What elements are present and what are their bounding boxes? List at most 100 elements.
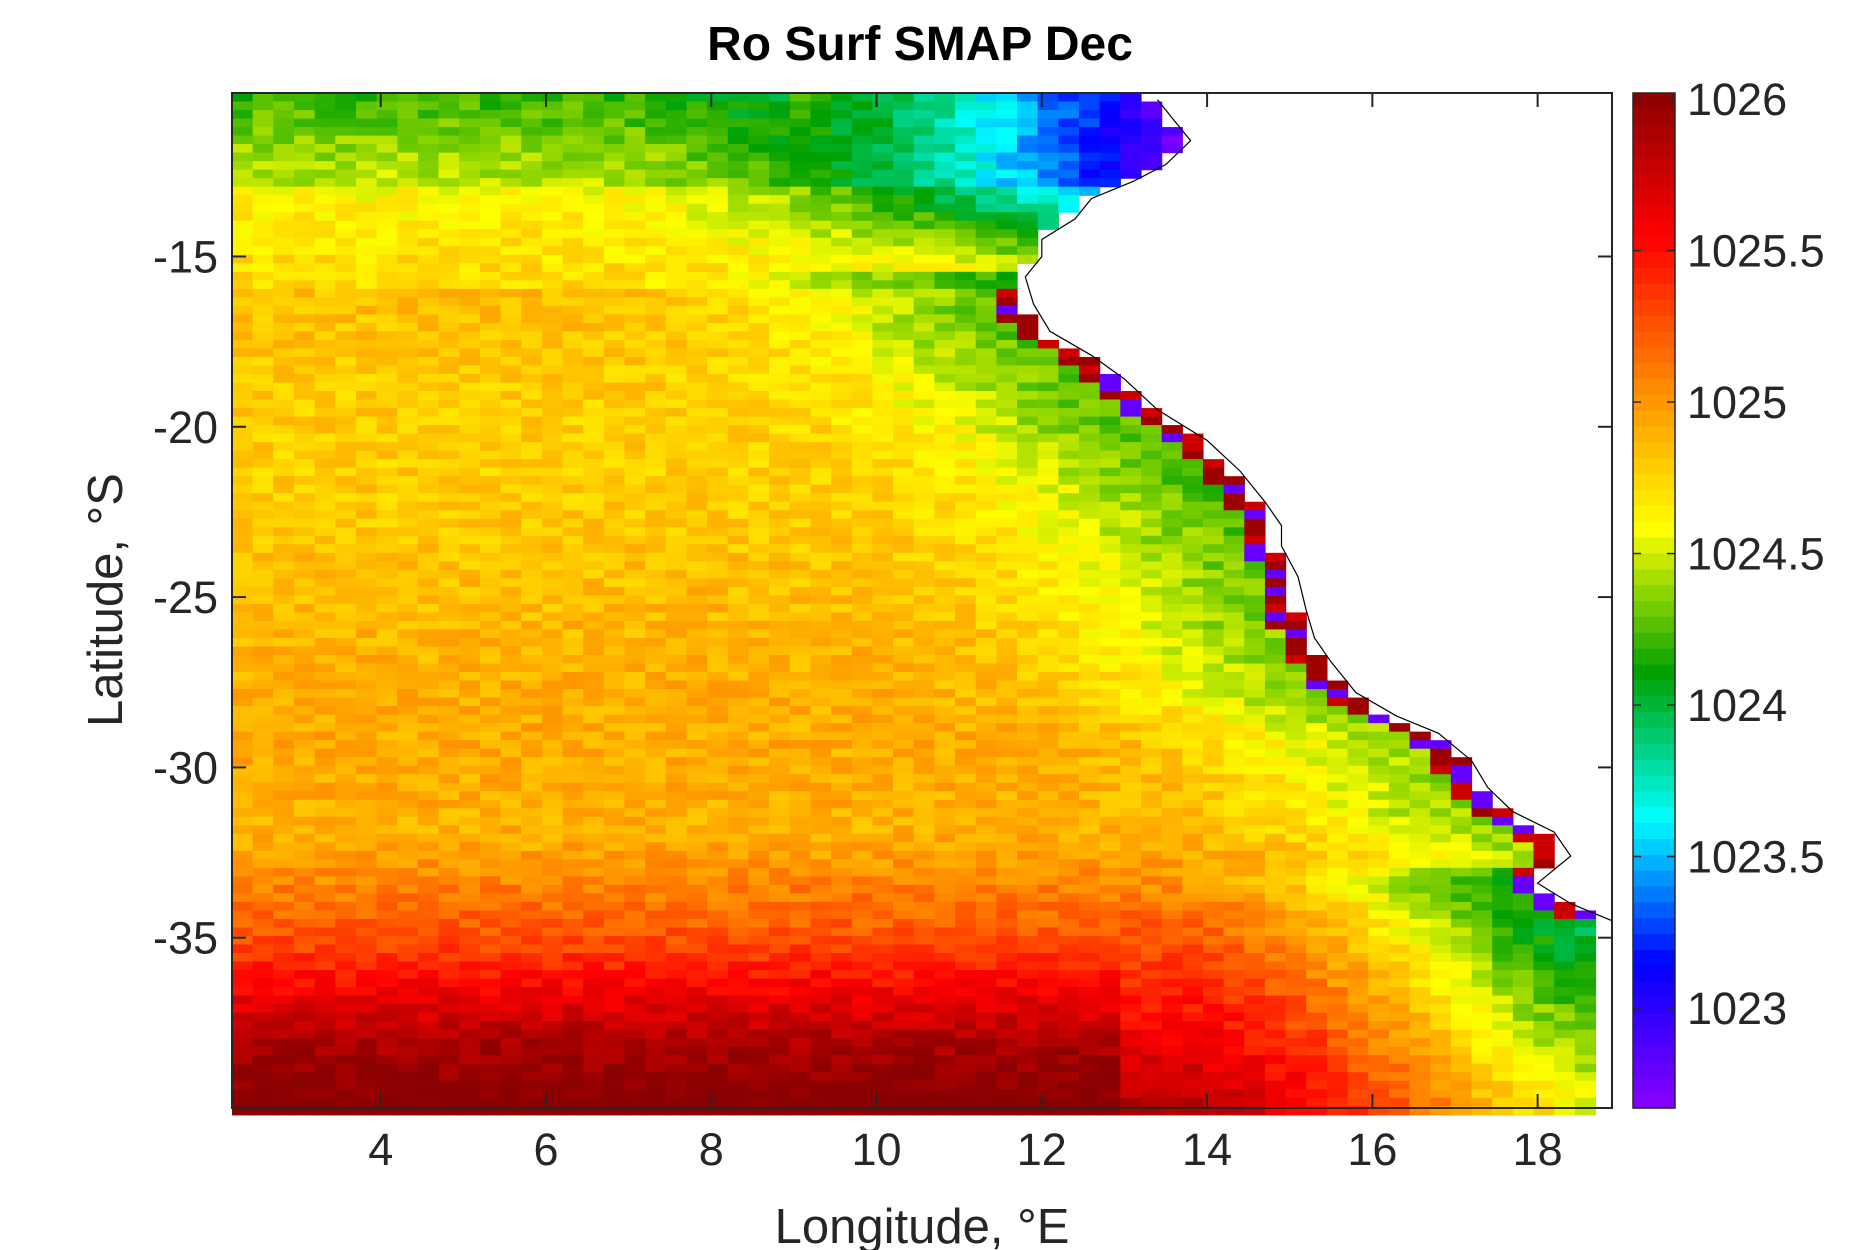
heatmap-cell xyxy=(1182,433,1204,443)
heatmap-cell xyxy=(665,237,688,247)
heatmap-cell xyxy=(583,867,605,877)
heatmap-cell xyxy=(1099,527,1121,537)
heatmap-cell xyxy=(355,237,378,247)
heatmap-cell xyxy=(996,322,1018,333)
heatmap-cell xyxy=(1285,799,1307,809)
heatmap-cell xyxy=(273,339,295,350)
heatmap-cell xyxy=(1430,850,1452,860)
heatmap-cell xyxy=(1347,774,1369,784)
heatmap-cell xyxy=(996,544,1018,554)
heatmap-cell xyxy=(831,408,853,418)
heatmap-cell xyxy=(686,263,708,273)
heatmap-cell xyxy=(500,314,522,324)
heatmap-cell xyxy=(293,723,316,733)
heatmap-cell xyxy=(521,348,543,358)
heatmap-cell xyxy=(872,723,894,733)
heatmap-cell xyxy=(1202,586,1225,596)
heatmap-cell xyxy=(1533,910,1555,920)
heatmap-cell xyxy=(831,731,853,741)
heatmap-cell xyxy=(1306,850,1328,860)
heatmap-cell xyxy=(541,825,564,835)
heatmap-cell xyxy=(851,178,874,188)
heatmap-cell xyxy=(1017,254,1039,264)
heatmap-cell xyxy=(748,697,770,707)
heatmap-cell xyxy=(707,442,729,452)
heatmap-cell xyxy=(355,603,378,614)
heatmap-cell xyxy=(872,850,894,860)
heatmap-cell xyxy=(1409,884,1431,895)
heatmap-cell xyxy=(521,135,543,145)
heatmap-cell xyxy=(1037,391,1059,401)
heatmap-cell xyxy=(872,442,894,452)
heatmap-cell xyxy=(665,774,688,784)
heatmap-cell xyxy=(1161,459,1183,469)
heatmap-cell xyxy=(1264,595,1287,605)
heatmap-cell xyxy=(748,561,770,571)
heatmap-cell xyxy=(603,612,626,622)
heatmap-cell xyxy=(727,229,750,239)
heatmap-cell xyxy=(1058,663,1080,673)
heatmap-cell xyxy=(934,314,956,324)
heatmap-cell xyxy=(459,144,481,154)
heatmap-cell xyxy=(645,408,667,418)
heatmap-cell xyxy=(727,442,750,452)
heatmap-cell xyxy=(624,850,646,860)
heatmap-cell xyxy=(645,450,667,460)
heatmap-cell xyxy=(232,297,254,307)
heatmap-cell xyxy=(1430,757,1452,767)
heatmap-cell xyxy=(1037,620,1059,631)
heatmap-cell xyxy=(1079,842,1101,852)
heatmap-cell xyxy=(438,322,460,333)
heatmap-cell xyxy=(314,101,336,111)
heatmap-cell xyxy=(273,425,295,435)
heatmap-cell xyxy=(1079,884,1101,895)
heatmap-cell xyxy=(975,254,997,264)
heatmap-cell xyxy=(1161,859,1183,869)
heatmap-cell xyxy=(1264,706,1287,716)
heatmap-cell xyxy=(1140,450,1163,460)
heatmap-cell xyxy=(789,603,812,614)
heatmap-cell xyxy=(355,101,378,111)
heatmap-cell xyxy=(769,416,791,426)
heatmap-cell xyxy=(1079,876,1101,886)
heatmap-cell xyxy=(727,740,750,750)
heatmap-cell xyxy=(872,620,894,631)
heatmap-cell xyxy=(872,203,894,213)
heatmap-cell xyxy=(521,484,543,494)
heatmap-cell xyxy=(1223,876,1245,886)
heatmap-cell xyxy=(831,331,853,341)
heatmap-cell xyxy=(769,476,791,486)
heatmap-cell xyxy=(1264,782,1287,792)
heatmap-cell xyxy=(562,774,584,784)
heatmap-cell xyxy=(479,399,502,409)
heatmap-cell xyxy=(893,637,915,648)
heatmap-cell xyxy=(893,893,915,903)
heatmap-cell xyxy=(417,408,440,418)
heatmap-cell xyxy=(314,646,336,656)
heatmap-cell xyxy=(1017,433,1039,443)
heatmap-cell xyxy=(1244,808,1266,818)
heatmap-cell xyxy=(727,237,750,247)
heatmap-cell xyxy=(665,254,688,264)
heatmap-cell xyxy=(851,186,874,196)
heatmap-cell xyxy=(872,740,894,750)
heatmap-cell xyxy=(851,680,874,690)
heatmap-cell xyxy=(1058,144,1080,154)
heatmap-cell xyxy=(376,459,398,469)
heatmap-cell xyxy=(541,672,564,682)
heatmap-cell xyxy=(541,305,564,315)
heatmap-cell xyxy=(335,203,357,213)
heatmap-cell xyxy=(769,757,791,767)
heatmap-cell xyxy=(810,467,832,477)
heatmap-cell xyxy=(355,399,378,409)
heatmap-cell xyxy=(707,391,729,401)
heatmap-cell xyxy=(1182,765,1204,775)
heatmap-cell xyxy=(831,748,853,758)
heatmap-cell xyxy=(1079,169,1101,179)
heatmap-cell xyxy=(934,655,956,665)
heatmap-cell xyxy=(686,331,708,341)
heatmap-cell xyxy=(748,714,770,724)
heatmap-cell xyxy=(1099,603,1121,614)
heatmap-cell xyxy=(893,399,915,409)
heatmap-cell xyxy=(541,893,564,903)
